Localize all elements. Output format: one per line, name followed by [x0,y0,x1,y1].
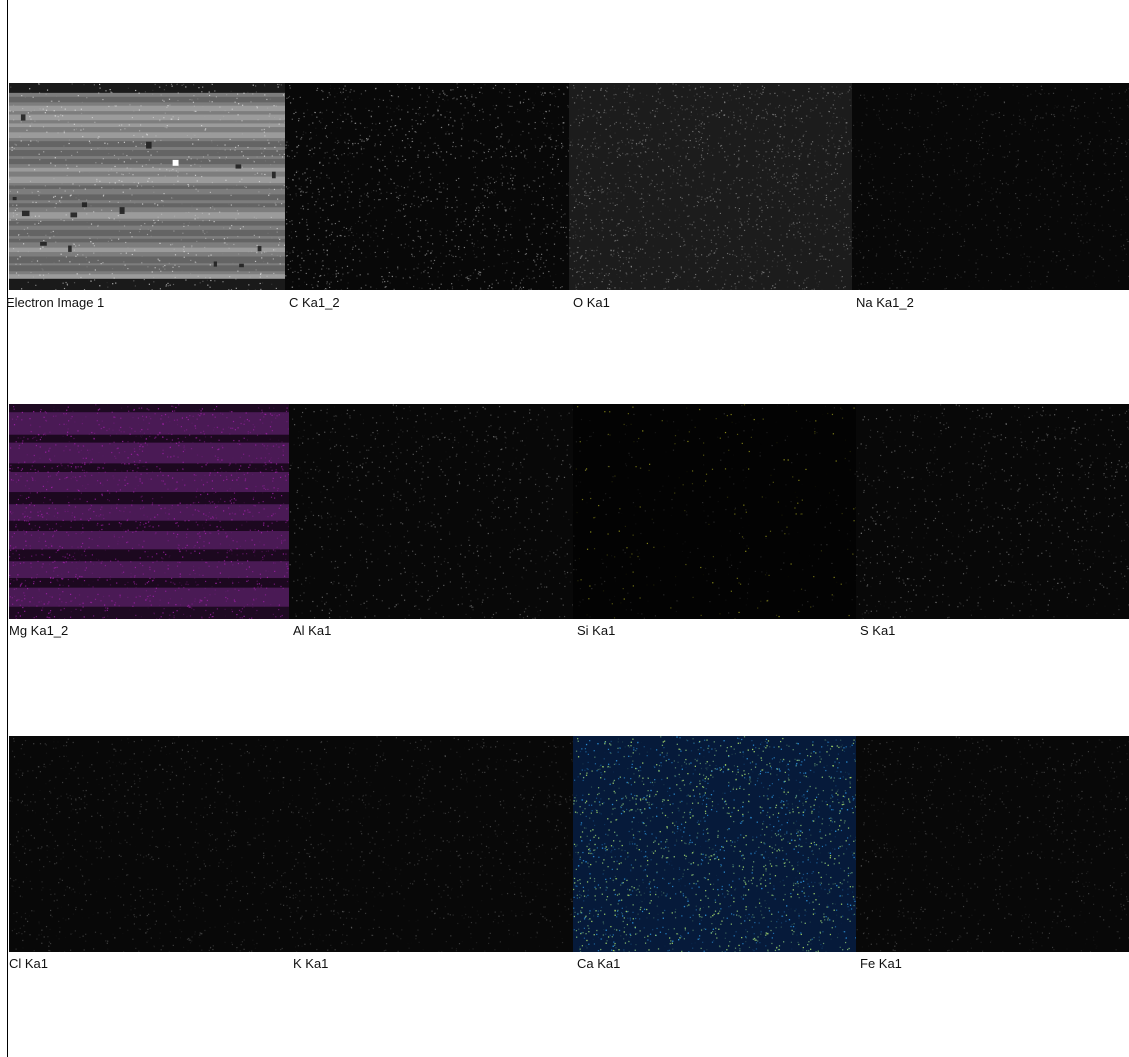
caption-s-ka1: S Ka1 [860,623,896,638]
caption-mg-ka1: Mg Ka1_2 [9,623,69,638]
map-c-ka1[interactable] [285,83,569,290]
left-border-line [7,0,8,1057]
caption-na-ka1: Na Ka1_2 [856,295,914,310]
map-mg-ka1[interactable] [9,404,289,619]
caption-si-ka1: Si Ka1 [577,623,616,638]
map-al-ka1[interactable] [289,404,573,619]
map-cl-ka1[interactable] [9,736,289,952]
caption-o-ka1: O Ka1 [573,295,610,310]
caption-cl-ka1: Cl Ka1 [9,956,49,971]
map-k-ka1[interactable] [289,736,573,952]
map-si-ka1[interactable] [573,404,856,619]
caption-ca-ka1: Ca Ka1 [577,956,621,971]
map-o-ka1[interactable] [569,83,852,290]
caption-electron-image: Electron Image 1 [6,295,105,310]
caption-al-ka1: Al Ka1 [293,623,332,638]
map-na-ka1[interactable] [852,83,1129,290]
caption-c-ka1: C Ka1_2 [289,295,340,310]
caption-k-ka1: K Ka1 [293,956,329,971]
map-s-ka1[interactable] [856,404,1129,619]
map-fe-ka1[interactable] [856,736,1129,952]
map-ca-ka1[interactable] [573,736,856,952]
map-electron-image[interactable] [9,83,285,290]
caption-fe-ka1: Fe Ka1 [860,956,902,971]
